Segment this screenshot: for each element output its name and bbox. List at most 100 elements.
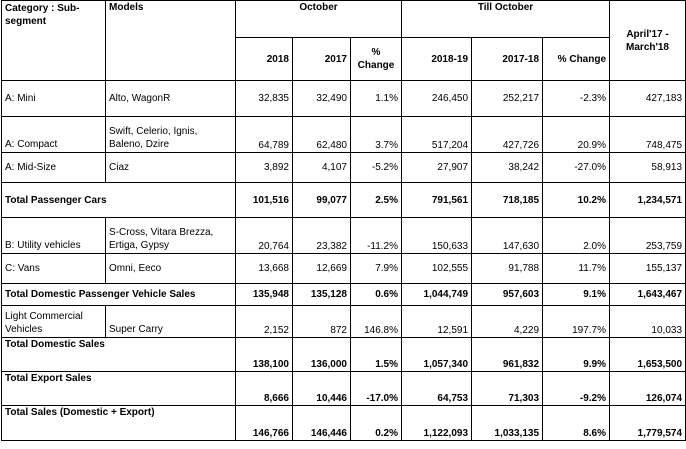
table-row: A: Compact Swift, Celerio, Ignis, Baleno,… — [1, 116, 686, 153]
models-header: Models — [105, 0, 236, 81]
cell-oct-2017: 135,128 — [292, 283, 351, 306]
cell-annual: 126,074 — [609, 371, 686, 406]
till-october-header: Till October — [401, 0, 611, 38]
cell-till-2017-18: 71,303 — [471, 371, 544, 406]
table-row: Total Domestic Sales 138,100 136,000 1.5% 1,… — [1, 337, 686, 372]
annual-header: April'17 - March'18 — [609, 0, 686, 81]
cell-annual: 1,234,571 — [609, 182, 686, 218]
cell-oct-2017: 146,446 — [292, 405, 351, 441]
cell-oct-change: 146.8% — [349, 305, 403, 338]
table-row: C: Vans Omni, Eeco 13,668 12,669 7.9% 102,555… — [1, 253, 686, 284]
cell-till-2017-18: 252,217 — [471, 80, 544, 117]
row-category: A: Mini — [1, 80, 106, 117]
cell-till-2017-18: 718,185 — [471, 182, 544, 218]
cell-till-change: 20.9% — [542, 116, 611, 153]
table-body: A: Mini Alto, WagonR 32,835 32,490 1.1% 246,4… — [1, 80, 686, 441]
cell-oct-2017: 4,107 — [292, 152, 351, 183]
row-category: Total Passenger Cars — [1, 182, 236, 218]
cell-till-2018-19: 517,204 — [401, 116, 473, 153]
table-row: A: Mini Alto, WagonR 32,835 32,490 1.1% 246,4… — [1, 80, 686, 117]
cell-annual: 253,759 — [609, 217, 686, 254]
cell-annual: 1,643,467 — [609, 283, 686, 306]
cell-oct-change: 3.7% — [349, 116, 403, 153]
cell-annual: 10,033 — [609, 305, 686, 338]
cell-till-2018-19: 246,450 — [401, 80, 473, 117]
cell-oct-2017: 136,000 — [292, 337, 351, 372]
table-row: Total Export Sales 8,666 10,446 -17.0% 64,75… — [1, 371, 686, 406]
cell-till-change: 10.2% — [542, 182, 611, 218]
row-category: A: Mid-Size — [1, 152, 106, 183]
oct-change-header: % Change — [349, 37, 403, 81]
row-models: Alto, WagonR — [105, 80, 236, 117]
cell-till-2018-19: 1,044,749 — [401, 283, 473, 306]
cell-oct-2017: 10,446 — [292, 371, 351, 406]
cell-till-2018-19: 102,555 — [401, 253, 473, 284]
cell-till-2018-19: 150,633 — [401, 217, 473, 254]
row-models: S-Cross, Vitara Brezza, Ertiga, Gypsy — [105, 217, 236, 254]
table-row: B: Utility vehicles S-Cross, Vitara Brezz… — [1, 217, 686, 254]
table-row: Total Domestic Passenger Vehicle Sales 13… — [1, 283, 686, 306]
cell-oct-change: -5.2% — [349, 152, 403, 183]
cell-till-change: 9.9% — [542, 337, 611, 372]
cell-oct-2017: 23,382 — [292, 217, 351, 254]
cell-till-2017-18: 147,630 — [471, 217, 544, 254]
oct-2017-header: 2017 — [292, 37, 351, 81]
category-header: Category : Sub-segment — [1, 0, 106, 81]
cell-till-2017-18: 38,242 — [471, 152, 544, 183]
cell-till-2017-18: 1,033,135 — [471, 405, 544, 441]
cell-annual: 58,913 — [609, 152, 686, 183]
october-header: October — [234, 0, 403, 38]
cell-oct-2018: 3,892 — [235, 152, 293, 183]
row-category: Total Domestic Passenger Vehicle Sales — [1, 283, 236, 306]
cell-till-2017-18: 961,832 — [471, 337, 544, 372]
cell-oct-2017: 32,490 — [292, 80, 351, 117]
cell-oct-change: 2.5% — [349, 182, 403, 218]
cell-till-change: 8.6% — [542, 405, 611, 441]
cell-oct-change: 1.5% — [349, 337, 403, 372]
cell-oct-change: 7.9% — [349, 253, 403, 284]
cell-oct-2018: 101,516 — [235, 182, 293, 218]
row-category: Total Domestic Sales — [1, 337, 236, 372]
cell-till-change: -9.2% — [542, 371, 611, 406]
table-row: Total Sales (Domestic + Export) 146,766 14… — [1, 405, 686, 441]
cell-annual: 748,475 — [609, 116, 686, 153]
cell-till-change: 9.1% — [542, 283, 611, 306]
row-models: Omni, Eeco — [105, 253, 236, 284]
cell-till-2018-19: 1,057,340 — [401, 337, 473, 372]
cell-oct-2018: 64,789 — [235, 116, 293, 153]
till-2018-19-header: 2018-19 — [401, 37, 473, 81]
cell-till-change: 197.7% — [542, 305, 611, 338]
cell-annual: 1,653,500 — [609, 337, 686, 372]
row-models: Swift, Celerio, Ignis, Baleno, Dzire — [105, 116, 236, 153]
oct-2018-header: 2018 — [235, 37, 293, 81]
cell-oct-2018: 2,152 — [235, 305, 293, 338]
cell-oct-change: -17.0% — [349, 371, 403, 406]
cell-till-2018-19: 64,753 — [401, 371, 473, 406]
header-row-sub: 2018 2017 % Change 2018-19 2017-18 % Cha… — [2, 37, 686, 81]
row-category: Total Export Sales — [1, 371, 236, 406]
cell-till-2017-18: 957,603 — [471, 283, 544, 306]
cell-till-change: -27.0% — [542, 152, 611, 183]
cell-oct-2018: 8,666 — [235, 371, 293, 406]
cell-annual: 1,779,574 — [609, 405, 686, 441]
row-models: Ciaz — [105, 152, 236, 183]
cell-oct-2017: 12,669 — [292, 253, 351, 284]
cell-till-change: -2.3% — [542, 80, 611, 117]
cell-till-change: 11.7% — [542, 253, 611, 284]
cell-till-2017-18: 4,229 — [471, 305, 544, 338]
table-row: A: Mid-Size Ciaz 3,892 4,107 -5.2% 27,907 38,2… — [1, 152, 686, 183]
till-2017-18-header: 2017-18 — [471, 37, 544, 81]
cell-annual: 427,183 — [609, 80, 686, 117]
table-row: Total Passenger Cars 101,516 99,077 2.5% 791… — [1, 182, 686, 218]
cell-oct-2018: 146,766 — [235, 405, 293, 441]
cell-till-2017-18: 91,788 — [471, 253, 544, 284]
cell-oct-2018: 135,948 — [235, 283, 293, 306]
cell-till-2018-19: 27,907 — [401, 152, 473, 183]
cell-oct-change: 0.2% — [349, 405, 403, 441]
row-category: Light Commercial Vehicles — [1, 305, 106, 338]
till-change-header: % Change — [542, 37, 611, 81]
row-category: B: Utility vehicles — [1, 217, 106, 254]
cell-oct-2018: 20,764 — [235, 217, 293, 254]
table-row: Light Commercial Vehicles Super Carry 2,15… — [1, 305, 686, 338]
